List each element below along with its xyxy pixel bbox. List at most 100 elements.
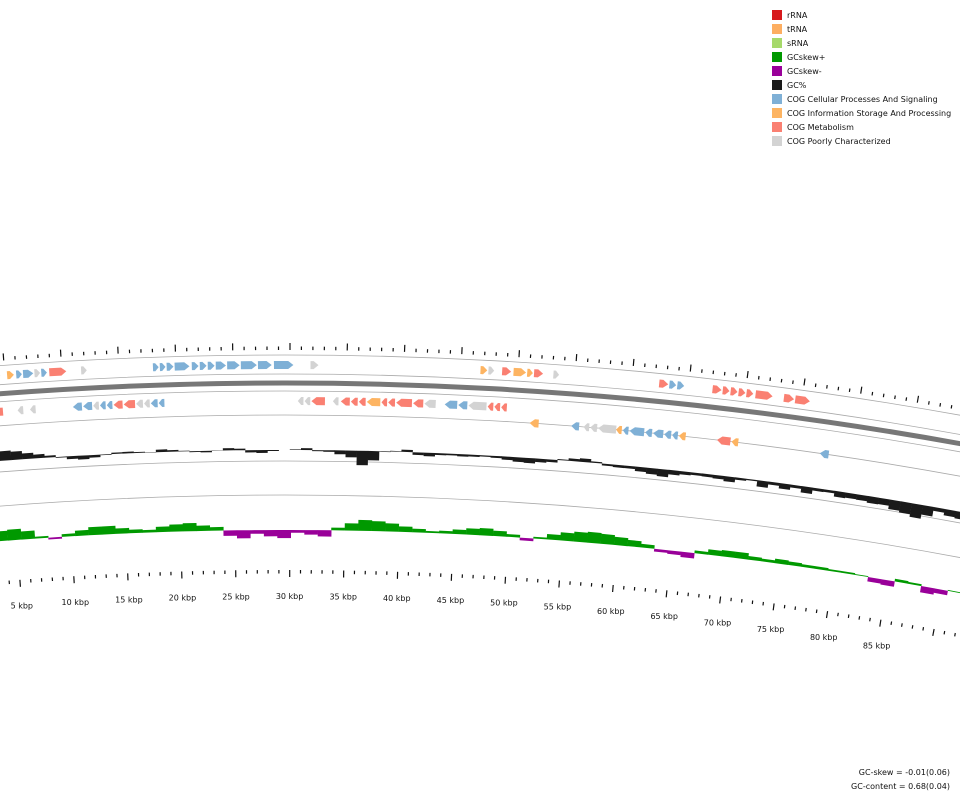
track-segment <box>0 530 9 542</box>
gene-arrow <box>783 393 795 403</box>
track-segment <box>398 526 413 533</box>
tick-mark <box>792 380 794 384</box>
tick-mark <box>894 395 896 400</box>
gene-arrow <box>653 429 664 439</box>
track-segment <box>734 477 747 481</box>
track-segment <box>479 455 491 457</box>
track-segment <box>523 457 536 464</box>
track-segment <box>434 453 447 456</box>
legend-swatch <box>772 94 782 104</box>
legend-item-gcskew-pos: GCskew+ <box>772 50 958 64</box>
track-segment <box>155 449 168 453</box>
track-segment <box>200 450 212 453</box>
legend-label: GCskew+ <box>787 52 826 62</box>
gene-arrow <box>658 379 669 388</box>
tick-mark <box>575 354 578 362</box>
tick-mark <box>837 386 840 391</box>
gene-arrow <box>678 432 687 441</box>
tick-mark <box>916 395 920 403</box>
track-segment <box>468 454 480 457</box>
tick-mark <box>746 371 749 379</box>
track-segment <box>196 525 211 532</box>
track-segment <box>877 497 890 506</box>
gene-arrow <box>123 400 136 409</box>
track-segment <box>756 480 769 488</box>
track-guide-line <box>0 494 960 559</box>
track-segment <box>680 551 695 559</box>
track-segment <box>367 450 380 461</box>
tick-mark <box>803 378 806 386</box>
tick-mark <box>780 378 783 383</box>
tick-mark <box>954 632 956 637</box>
gene-arrow <box>106 401 113 410</box>
scale-label: 70 kbp <box>704 618 732 627</box>
tick-mark <box>871 391 874 396</box>
track-segment <box>612 464 625 469</box>
gene-arrow <box>332 397 339 406</box>
gene-arrow <box>717 436 731 446</box>
track-segment <box>122 451 134 454</box>
track-segment <box>371 521 386 532</box>
track-segment <box>312 450 324 452</box>
gene-arrow <box>159 363 166 372</box>
track-segment <box>344 523 359 531</box>
gene-arrow <box>311 397 325 406</box>
gene-arrow <box>191 362 199 371</box>
track-segment <box>774 558 789 565</box>
track-segment <box>7 528 22 541</box>
track-segment <box>546 459 558 463</box>
gene-arrow <box>174 362 190 371</box>
gene-arrow <box>513 367 527 377</box>
tick-mark <box>814 383 817 388</box>
gene-arrow <box>297 397 304 405</box>
scale-label: 60 kbp <box>597 607 625 616</box>
tick-mark <box>932 628 935 637</box>
track-segment <box>943 509 956 518</box>
gene-arrow <box>622 426 629 435</box>
gene-arrow <box>755 390 773 400</box>
track-segment <box>167 449 179 452</box>
gene-arrow <box>583 423 590 432</box>
track-segment <box>61 533 76 537</box>
genome-backbone <box>0 380 960 447</box>
gene-arrow <box>676 381 685 390</box>
gene-arrow <box>738 388 746 397</box>
track-segment <box>209 526 224 531</box>
track-segment <box>880 579 895 587</box>
legend-swatch <box>772 24 782 34</box>
tick-mark <box>815 609 818 614</box>
legend-item-srna: sRNA <box>772 36 958 50</box>
gene-arrow <box>93 401 100 410</box>
tick-mark <box>612 584 614 593</box>
gene-arrow <box>0 407 4 416</box>
track-segment <box>867 577 882 584</box>
track-segment <box>452 529 467 535</box>
track-segment <box>667 550 682 556</box>
gene-arrow <box>488 366 495 375</box>
legend-item-trna: tRNA <box>772 22 958 36</box>
track-guide-line <box>0 373 960 435</box>
track-segment <box>425 530 440 534</box>
track-segment <box>645 467 658 475</box>
legend-label: GC% <box>787 80 807 90</box>
track-segment <box>111 452 123 455</box>
track-segment <box>250 530 265 534</box>
tick-mark <box>860 386 863 394</box>
track-segment <box>245 450 257 453</box>
track-segment <box>169 524 184 532</box>
track-segment <box>466 528 480 536</box>
track-segment <box>801 564 816 569</box>
track-segment <box>898 501 912 515</box>
legend-label: rRNA <box>787 10 808 20</box>
track-segment <box>933 588 948 596</box>
gene-arrow <box>468 401 487 411</box>
track-segment <box>21 452 34 460</box>
track-segment <box>222 448 235 451</box>
track-segment <box>623 465 636 470</box>
legend-swatch <box>772 122 782 132</box>
legend-label: COG Metabolism <box>787 122 854 132</box>
track-segment <box>142 529 157 533</box>
track-guide-line <box>0 354 960 416</box>
gene-arrow <box>712 385 722 394</box>
track-segment <box>909 503 923 519</box>
